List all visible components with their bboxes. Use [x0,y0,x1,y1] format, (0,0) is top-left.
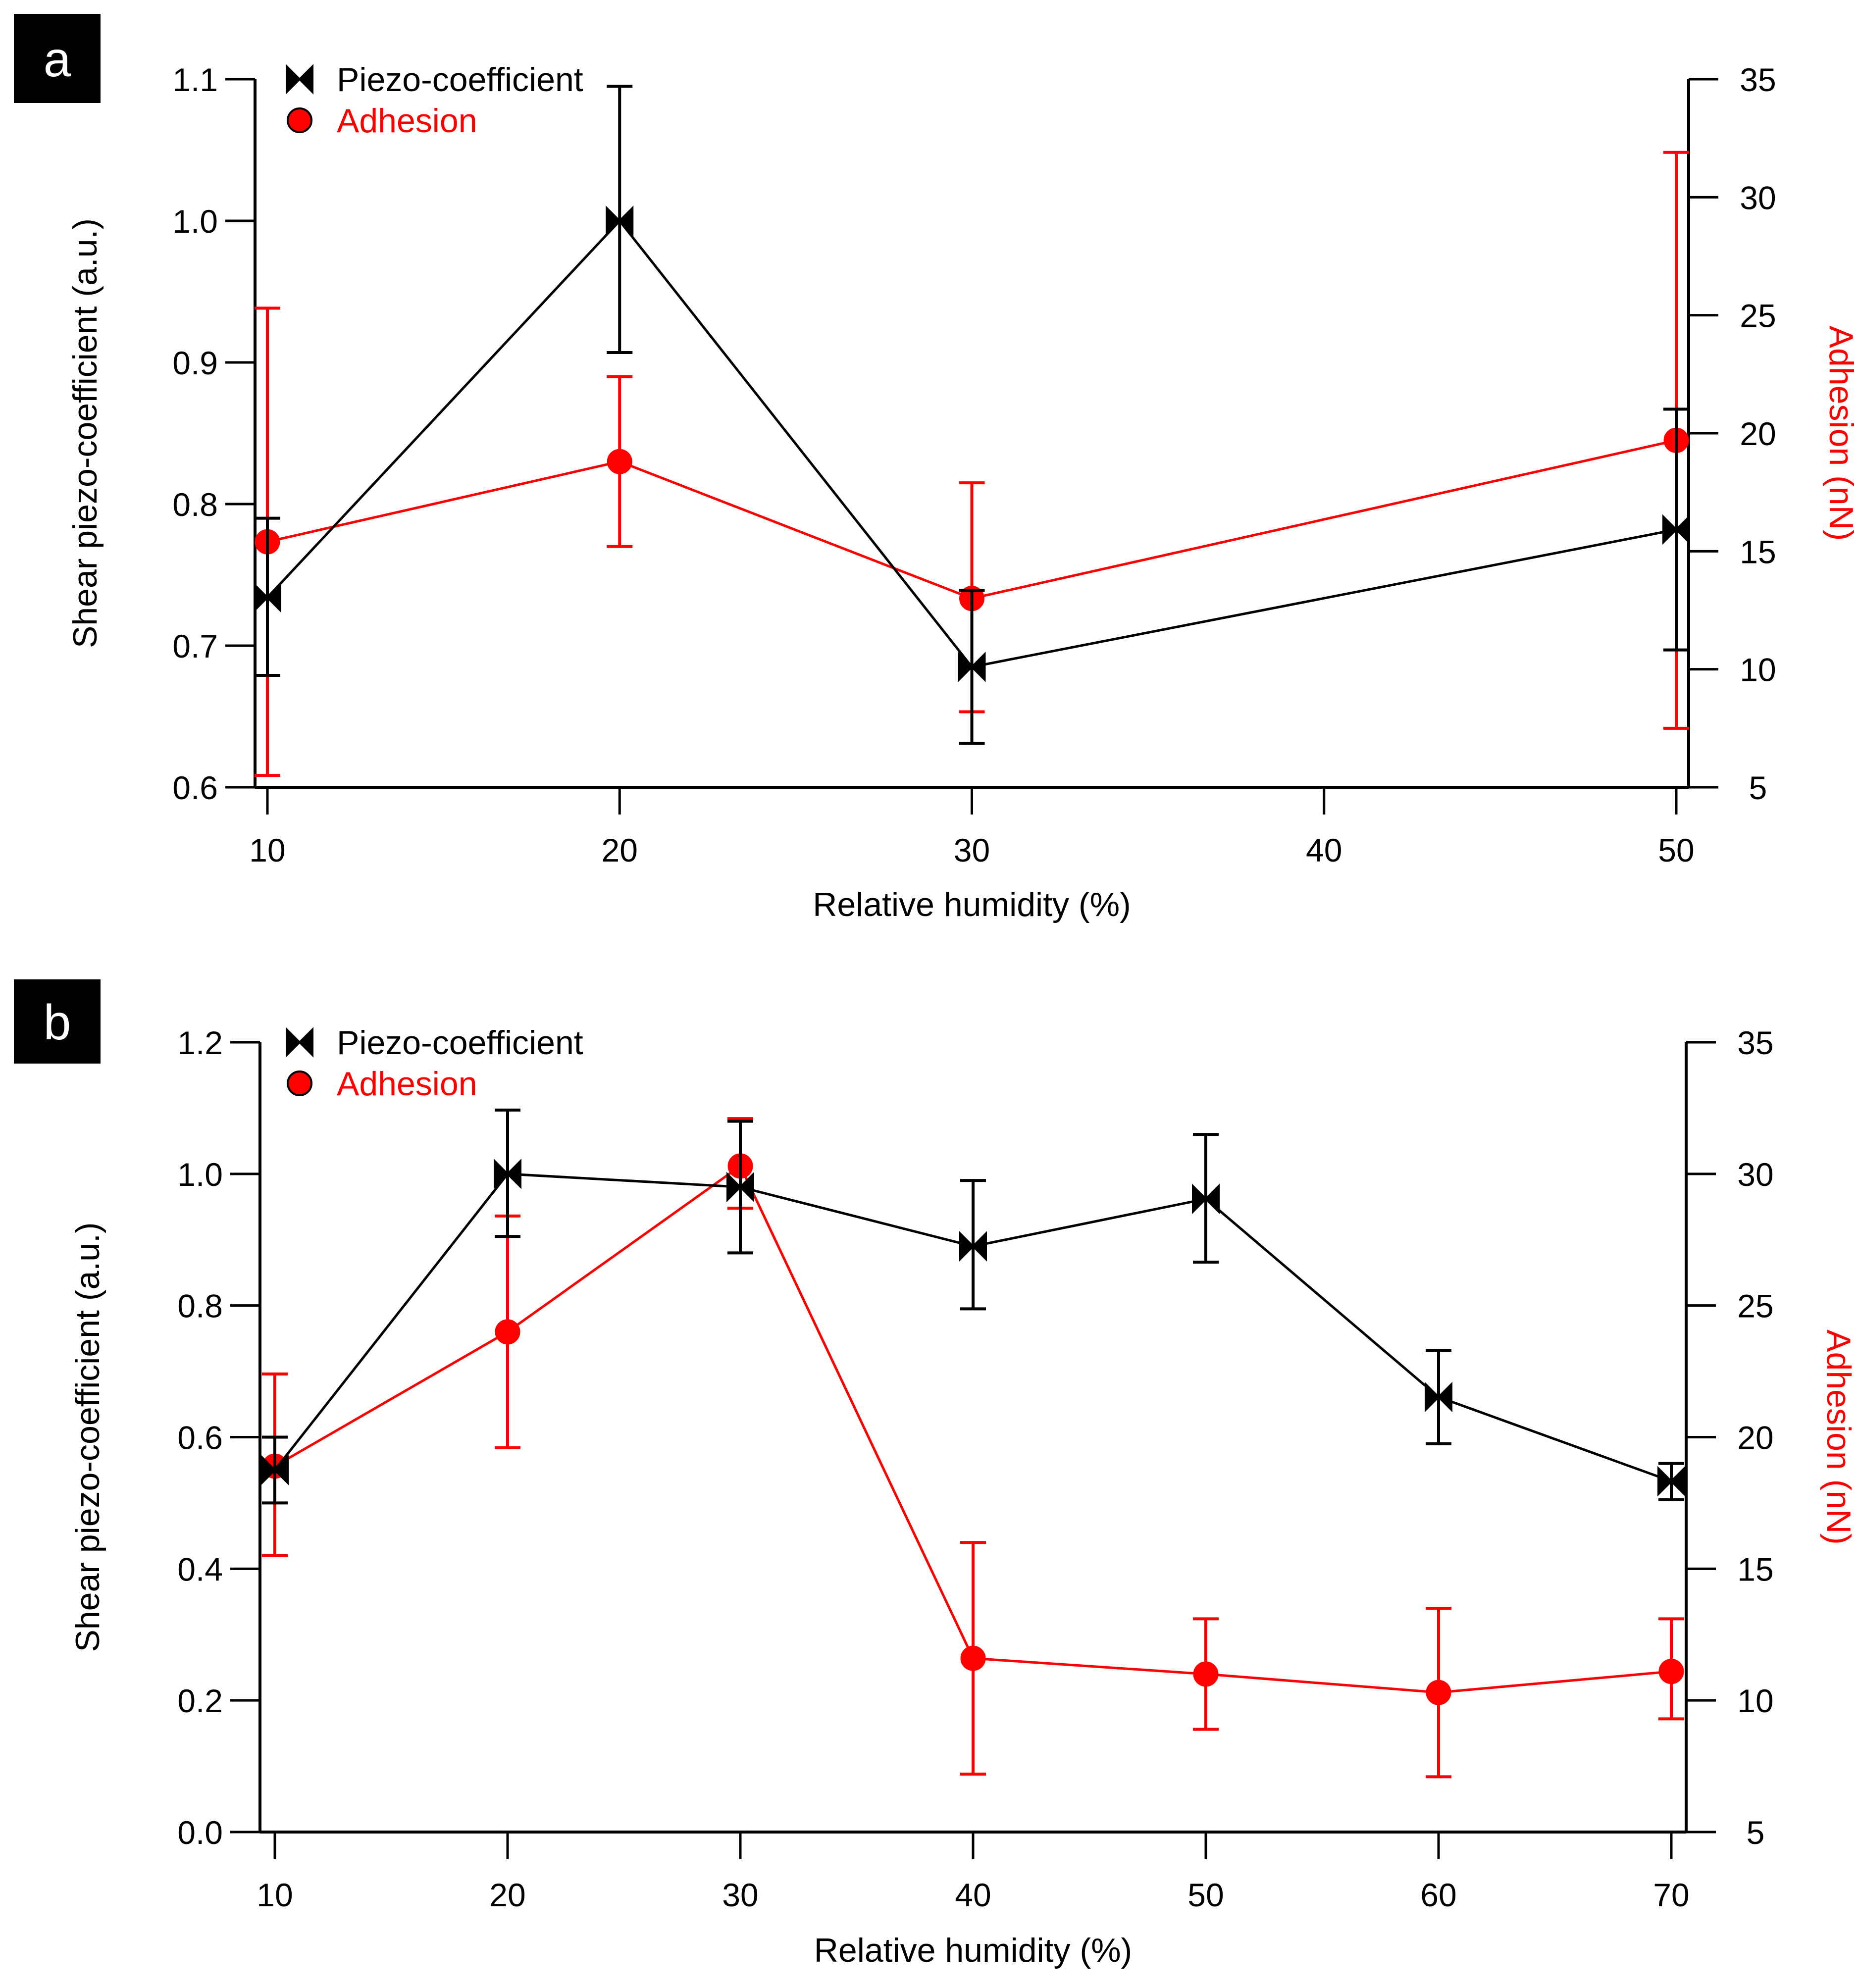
y-right-tick-label: 35 [1740,61,1776,98]
y-right-tick-label: 30 [1740,179,1776,216]
y-left-tick-label: 1.1 [172,61,218,98]
y-right-tick-label: 15 [1737,1551,1773,1587]
y-left-tick-label: 0.9 [172,345,218,381]
piezo-point [958,652,986,682]
piezo-point [726,1172,754,1203]
piezo-series [254,85,1690,745]
y-right-tick-label: 30 [1737,1156,1773,1193]
x-tick-label: 50 [1187,1877,1224,1913]
piezo-series [261,1108,1685,1505]
y-right-tick-label: 5 [1749,769,1767,806]
piezo-point [1192,1183,1220,1215]
x-tick-label: 60 [1420,1877,1456,1913]
y-left-tick-label: 1.0 [177,1156,223,1193]
x-tick-label: 30 [954,832,990,868]
adhesion-point [495,1319,520,1345]
x-tick-label: 50 [1658,832,1694,868]
y-right-tick-label: 5 [1747,1814,1765,1851]
legend-piezo-label: Piezo-coefficient [337,61,583,99]
piezo-point [1425,1381,1452,1413]
y-right-tick-label: 15 [1740,533,1776,570]
piezo-line [266,219,1677,668]
adhesion-series [262,1117,1684,1779]
y-left-axis-label: Shear piezo-coefficient (a.u.) [69,1222,106,1652]
y-left-tick-label: 1.2 [177,1024,223,1061]
piezo-point [606,205,634,236]
y-left-tick-label: 0.8 [172,486,218,523]
y-left-tick-label: 0.7 [172,628,218,664]
piezo-point [1662,514,1690,545]
legend-adhesion-label: Adhesion [337,1065,477,1103]
y-right-tick-label: 20 [1740,415,1776,452]
y-right-axis-label: Adhesion (nN) [1822,326,1857,541]
panel-label-box [14,979,101,1064]
chart-panel-b: b 0.0 0.2 0.4 0.6 0.8 1.0 1.2 5 10 15 20 25 30 35 10 20 3… [0,966,1857,1988]
y-left-tick-label: 0.2 [177,1682,223,1719]
adhesion-point [607,449,632,474]
panel-label: b [44,995,71,1050]
x-tick-label: 40 [1306,832,1342,868]
legend-piezo-marker [286,1027,313,1058]
y-left-tick-label: 1.0 [172,203,218,240]
y-left-tick-label: 0.0 [177,1814,223,1851]
x-tick-label: 70 [1653,1877,1689,1913]
panel-label-box [14,14,101,103]
x-tick-label: 10 [249,832,285,868]
chart-panel-a: a 0.6 0.7 0.8 0.9 1.0 1.1 5 10 15 20 25 30 35 10 20 30 40… [0,0,1857,966]
x-axis-label: Relative humidity (%) [814,1932,1132,1969]
adhesion-point [960,1645,986,1671]
adhesion-point [1426,1680,1451,1705]
x-tick-label: 30 [722,1877,758,1913]
y-right-tick-label: 35 [1737,1024,1773,1061]
y-left-tick-label: 0.4 [177,1551,223,1587]
piezo-point [959,1231,987,1262]
y-left-tick-label: 0.6 [177,1420,223,1456]
y-left-tick-label: 0.8 [177,1288,223,1325]
x-tick-label: 20 [602,832,638,868]
y-right-axis-label: Adhesion (nN) [1820,1329,1857,1545]
legend-piezo-marker [286,64,313,95]
x-tick-label: 10 [257,1877,293,1913]
chart-a: a 0.6 0.7 0.8 0.9 1.0 1.1 5 10 15 20 25 30 35 10 20 30 40… [14,14,1857,923]
y-right-tick-label: 10 [1737,1682,1773,1719]
x-axis-label: Relative humidity (%) [813,886,1131,923]
y-left-tick-label: 0.6 [172,769,218,806]
y-right-tick-label: 25 [1737,1288,1773,1325]
y-right-tick-label: 20 [1737,1420,1773,1456]
piezo-error-bar [607,85,633,354]
piezo-point [494,1159,521,1189]
adhesion-point [1193,1661,1219,1687]
legend-piezo-label: Piezo-coefficient [337,1024,583,1062]
piezo-point [1657,1466,1685,1497]
adhesion-point [1658,1659,1684,1684]
chart-b: b 0.0 0.2 0.4 0.6 0.8 1.0 1.2 5 10 15 20 25 30 35 10 20 3… [14,979,1857,1969]
x-tick-label: 20 [489,1877,525,1913]
legend-adhesion-marker [287,1070,312,1096]
piezo-point [261,1455,289,1485]
piezo-error-bar [960,1179,986,1311]
y-right-tick-label: 25 [1740,298,1776,334]
legend-adhesion-label: Adhesion [337,102,477,140]
y-left-axis-label: Shear piezo-coefficient (a.u.) [66,218,104,648]
adhesion-line [267,439,1677,600]
piezo-point [254,582,281,613]
x-tick-label: 40 [955,1877,991,1913]
y-right-tick-label: 10 [1740,652,1776,688]
legend-adhesion-marker [287,107,312,133]
panel-label: a [44,32,71,87]
adhesion-series [255,151,1689,777]
